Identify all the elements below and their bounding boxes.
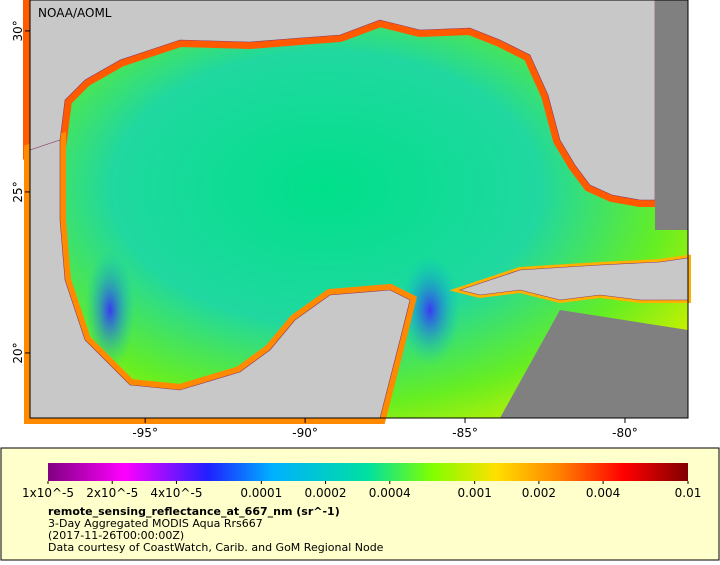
credit: NOAA/AOML [38, 6, 112, 20]
legend-line: Data courtesy of CoastWatch, Carib. and … [48, 541, 384, 554]
colorbar-label: 1x10^-5 [22, 486, 74, 500]
colorbar-label: 0.004 [586, 486, 620, 500]
axes: -95° -90° -85° -80° 30° 25° 20° [11, 20, 638, 440]
map: NOAA/AOML [30, 0, 688, 418]
no-data [655, 0, 688, 230]
lat-label: 20° [11, 342, 25, 363]
legend-line: 3-Day Aggregated MODIS Aqua Rrs667 [48, 517, 263, 530]
colorbar-label: 0.0004 [369, 486, 411, 500]
lat-label: 25° [11, 181, 25, 202]
lon-label: -90° [292, 426, 318, 440]
colorbar-label: 0.002 [522, 486, 556, 500]
colorbar-label: 0.001 [457, 486, 491, 500]
legend: remote_sensing_reflectance_at_667_nm (sr… [22, 481, 701, 554]
colorbar-label: 0.0001 [240, 486, 282, 500]
lon-label: -80° [612, 426, 638, 440]
legend-line: (2017-11-26T00:00:00Z) [48, 529, 184, 542]
colorbar-label: 0.01 [675, 486, 702, 500]
colorbar-label: 0.0002 [305, 486, 347, 500]
colorbar-label: 2x10^-5 [86, 486, 138, 500]
lon-label: -95° [132, 426, 158, 440]
ocean-feature [85, 250, 135, 370]
lon-label: -85° [452, 426, 478, 440]
lat-label: 30° [11, 20, 25, 41]
ocean-feature [400, 255, 460, 365]
colorbar-label: 4x10^-5 [150, 486, 202, 500]
map-frame [29, 0, 689, 419]
no-data [500, 310, 688, 418]
legend-title: remote_sensing_reflectance_at_667_nm (sr… [48, 505, 340, 518]
colorbar [48, 463, 688, 481]
